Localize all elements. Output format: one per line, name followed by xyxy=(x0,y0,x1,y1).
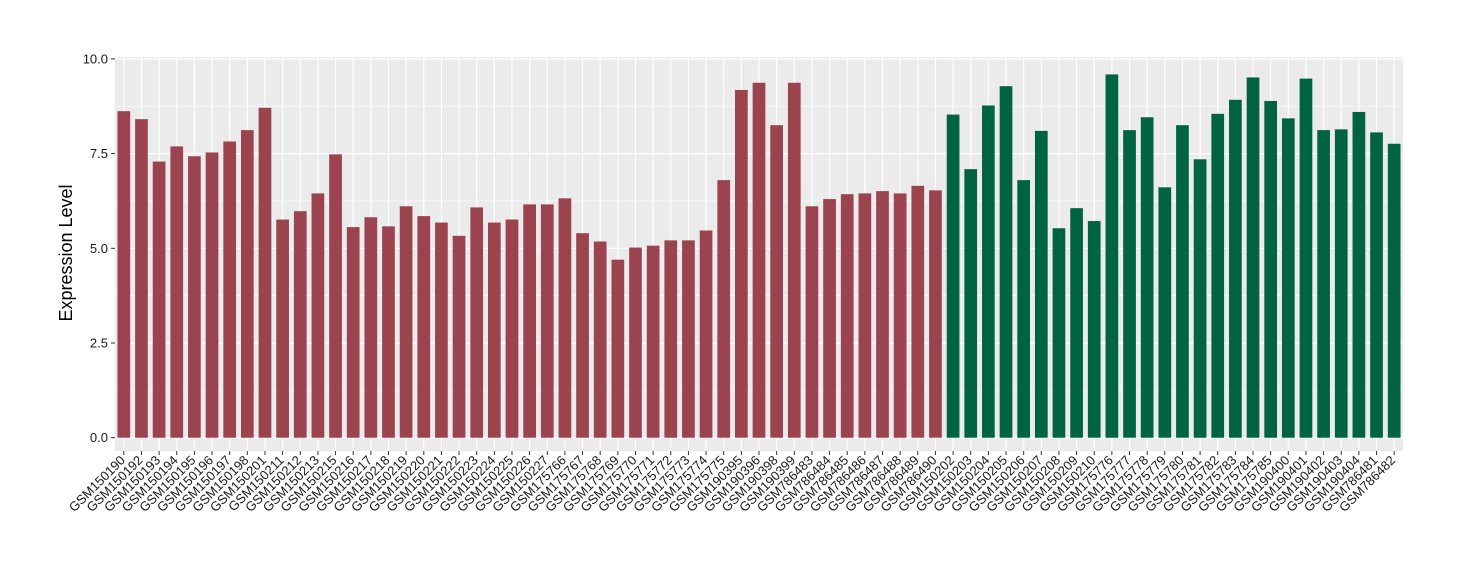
bar-GSM150209 xyxy=(1070,208,1083,438)
bar-GSM150204 xyxy=(982,105,995,438)
bar-GSM175782 xyxy=(1211,113,1225,438)
bar-GSM150195 xyxy=(188,156,201,438)
bar-GSM175784 xyxy=(1246,77,1260,438)
bar-GSM150227 xyxy=(540,204,554,438)
y-axis-title: Expression Level xyxy=(56,184,76,321)
bar-GSM190401 xyxy=(1299,78,1313,438)
y-tick-label: 7.5 xyxy=(90,146,108,161)
bar-GSM150201 xyxy=(258,107,272,438)
bar-GSM786484 xyxy=(823,199,836,438)
bar-GSM150224 xyxy=(487,222,501,438)
bar-GSM150212 xyxy=(293,211,307,438)
bar-GSM175778 xyxy=(1140,117,1154,438)
bar-GSM150206 xyxy=(1017,180,1031,438)
bar-GSM175775 xyxy=(717,180,731,438)
bar-GSM175785 xyxy=(1264,100,1278,438)
bar-GSM150193 xyxy=(152,161,166,438)
bar-series xyxy=(117,74,1401,438)
bar-GSM175770 xyxy=(629,247,642,438)
bar-GSM190404 xyxy=(1352,111,1366,438)
bar-GSM150194 xyxy=(170,146,184,438)
bar-GSM150216 xyxy=(346,227,360,438)
bar-GSM190403 xyxy=(1334,129,1348,438)
bar-GSM786481 xyxy=(1370,132,1383,438)
bar-GSM150197 xyxy=(223,141,237,438)
y-tick-label: 10.0 xyxy=(83,51,108,66)
bar-GSM150220 xyxy=(417,216,431,438)
y-tick-label: 5.0 xyxy=(90,241,108,256)
bar-GSM175773 xyxy=(682,240,695,438)
bar-GSM190402 xyxy=(1317,130,1330,438)
bar-GSM786482 xyxy=(1387,143,1401,438)
bar-GSM150210 xyxy=(1087,221,1101,438)
bar-GSM175769 xyxy=(611,259,625,438)
bar-GSM150205 xyxy=(999,86,1013,438)
bar-GSM150219 xyxy=(399,206,413,438)
bar-GSM150211 xyxy=(276,219,289,438)
bar-GSM786488 xyxy=(893,193,907,438)
bar-GSM175768 xyxy=(593,241,607,438)
bar-GSM150192 xyxy=(135,119,148,438)
bar-GSM786490 xyxy=(929,190,942,438)
bar-GSM175776 xyxy=(1105,74,1119,438)
bar-GSM150225 xyxy=(505,219,519,438)
bar-GSM150221 xyxy=(435,222,448,438)
bar-GSM190395 xyxy=(735,89,748,438)
x-axis: GSM150190GSM150192GSM150193GSM150194GSM1… xyxy=(66,451,1398,515)
bar-GSM150222 xyxy=(452,235,466,438)
bar-GSM150198 xyxy=(240,130,254,438)
y-tick-label: 0.0 xyxy=(90,430,108,445)
bar-GSM150196 xyxy=(205,152,219,438)
bar-GSM150203 xyxy=(964,169,978,438)
bar-GSM190398 xyxy=(770,125,783,438)
bar-GSM190400 xyxy=(1281,118,1295,438)
bar-GSM190396 xyxy=(752,82,766,438)
bar-GSM175772 xyxy=(664,240,678,438)
y-tick-label: 2.5 xyxy=(90,336,108,351)
bar-GSM786487 xyxy=(876,191,889,438)
bar-GSM786486 xyxy=(858,193,872,438)
bar-GSM175783 xyxy=(1229,99,1242,438)
bar-GSM150190 xyxy=(117,111,131,438)
bar-GSM150218 xyxy=(382,226,395,438)
bar-GSM150202 xyxy=(946,114,960,438)
bar-GSM175771 xyxy=(646,245,660,438)
bar-GSM175779 xyxy=(1158,187,1172,438)
bar-GSM175780 xyxy=(1176,125,1189,438)
bar-GSM786483 xyxy=(805,206,819,438)
bar-GSM175781 xyxy=(1193,159,1207,438)
bar-GSM150223 xyxy=(470,207,484,438)
y-axis: 0.0 2.5 5.0 7.5 10.0 xyxy=(83,51,115,445)
bar-GSM150208 xyxy=(1052,228,1066,438)
bar-GSM175766 xyxy=(558,198,572,438)
bar-GSM150215 xyxy=(329,154,342,438)
bar-GSM150217 xyxy=(364,217,378,438)
bar-GSM190399 xyxy=(787,82,801,438)
bar-GSM786489 xyxy=(911,185,925,438)
bar-GSM150213 xyxy=(311,193,325,438)
bar-GSM175777 xyxy=(1123,130,1136,438)
bar-GSM150226 xyxy=(523,204,536,438)
bar-GSM175767 xyxy=(576,233,589,438)
bar-GSM175774 xyxy=(699,230,713,438)
bar-GSM150207 xyxy=(1034,130,1048,438)
bar-GSM786485 xyxy=(840,194,854,438)
